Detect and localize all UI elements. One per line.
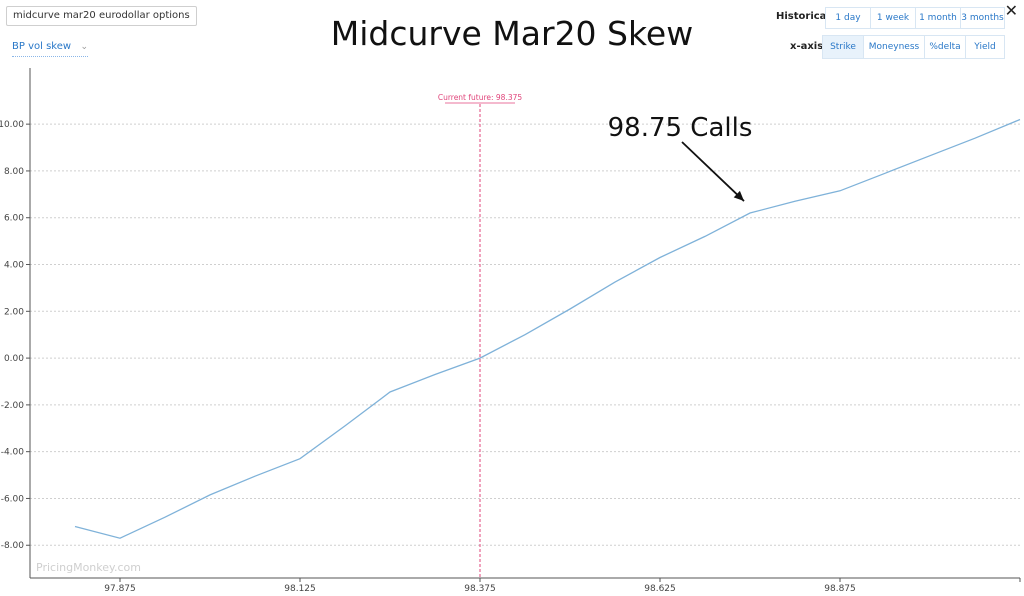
current-future-label: Current future: 98.375 <box>438 93 523 102</box>
x-tick-label: 97.875 <box>104 584 136 594</box>
x-tick-label: 98.375 <box>464 584 496 594</box>
annotation-label: 98.75 Calls <box>608 113 753 143</box>
y-tick-label: 2.00 <box>4 307 24 317</box>
y-tick-label: 8.00 <box>4 167 24 177</box>
xaxis-strike-button[interactable]: Strike <box>822 35 864 59</box>
y-tick-label: -8.00 <box>1 541 25 551</box>
annotation-arrow-shaft <box>681 141 745 202</box>
close-icon[interactable]: ✕ <box>1004 1 1018 20</box>
axis-layer: 10.00 8.00 6.00 4.00 2.00 0.00 -2.00 -4.00 -6.00… <box>0 68 1021 594</box>
metric-dropdown[interactable]: BP vol skew ⌄ <box>12 40 88 57</box>
y-tick-label: 10.00 <box>0 120 24 130</box>
y-tick-label: -6.00 <box>1 494 25 504</box>
xaxis-button-group: Strike Moneyness %delta Yield <box>822 35 1005 59</box>
metric-dropdown-value: BP vol skew <box>12 41 72 52</box>
watermark: PricingMonkey.com <box>36 561 141 574</box>
y-tick-label: 0.00 <box>4 354 24 364</box>
xaxis-moneyness-button[interactable]: Moneyness <box>863 35 925 59</box>
y-tick-label: 6.00 <box>4 214 24 224</box>
product-search-input[interactable]: midcurve mar20 eurodollar options <box>6 6 197 26</box>
y-tick-label: -4.00 <box>1 448 25 458</box>
xaxis-delta-button[interactable]: %delta <box>924 35 966 59</box>
annotation-arrow-head <box>733 190 744 201</box>
chevron-down-icon: ⌄ <box>80 42 88 52</box>
annotation-layer: 98.75 Calls <box>608 113 753 202</box>
xaxis-yield-button[interactable]: Yield <box>965 35 1005 59</box>
x-tick-label: 98.625 <box>644 584 676 594</box>
x-tick-label: 98.125 <box>284 584 316 594</box>
historical-1-week-button[interactable]: 1 week <box>870 7 916 29</box>
series-layer <box>74 118 1021 539</box>
y-tick-label: -2.00 <box>1 401 25 411</box>
y-tick-label: 4.00 <box>4 261 24 271</box>
x-tick-label: 98.875 <box>824 584 856 594</box>
historical-button-group: 1 day 1 week 1 month 3 months <box>825 7 1005 29</box>
historical-3-months-button[interactable]: 3 months <box>960 7 1005 29</box>
xaxis-label: x-axis: <box>790 41 828 52</box>
chart-title: Midcurve Mar20 Skew <box>330 14 694 53</box>
grid-layer <box>30 123 1020 546</box>
historical-label: Historical: <box>776 11 834 22</box>
current-future-layer: Current future: 98.375 <box>438 93 523 578</box>
skew-series-line <box>74 118 1021 539</box>
